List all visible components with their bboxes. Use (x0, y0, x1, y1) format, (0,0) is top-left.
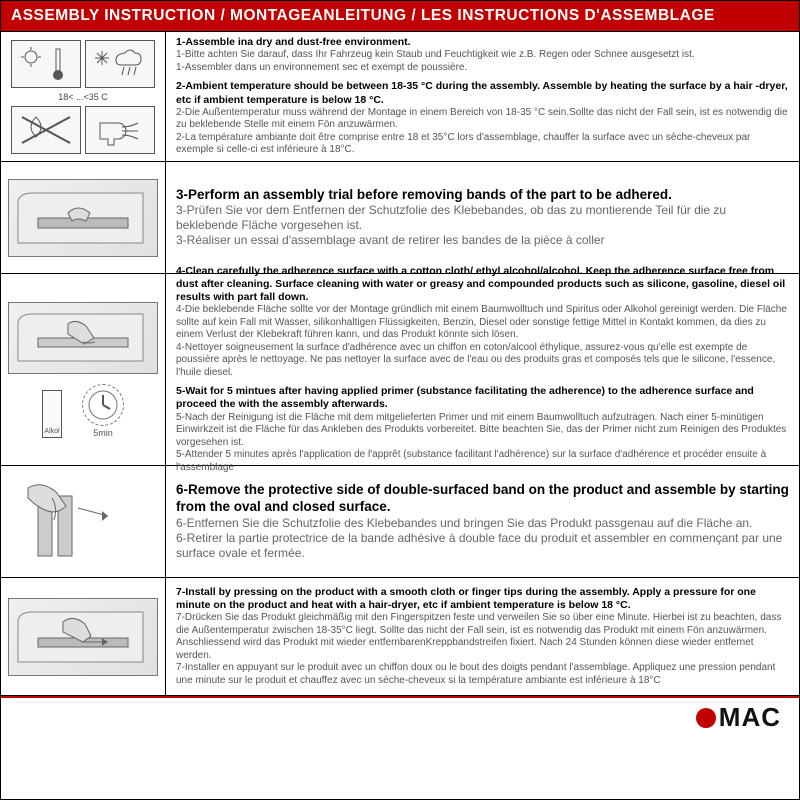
instruction-row: 18< ...<35 C (1, 32, 799, 162)
step-en: 2-Ambient temperature should be between … (176, 80, 789, 106)
alcohol-label: Alkol (44, 428, 59, 435)
step-fr: 2-La température ambiante doit être comp… (176, 132, 789, 157)
logo-dot-icon (696, 708, 716, 728)
instruction-row: 7-Install by pressing on the product wit… (1, 578, 799, 696)
step-en: 1-Assemble ina dry and dust-free environ… (176, 36, 789, 49)
footer-bar: MAC (1, 696, 799, 739)
timer-icon (82, 384, 124, 426)
header-bar: ASSEMBLY INSTRUCTION / MONTAGEANLEITUNG … (1, 1, 799, 32)
no-water-icon (11, 106, 81, 154)
step-fr: 3-Réaliser un essai d'assemblage avant d… (176, 233, 789, 248)
temperature-range-label: 18< ...<35 C (58, 92, 108, 102)
brand-logo: MAC (696, 702, 781, 733)
step-fr: 1-Assembler dans un environnement sec et… (176, 62, 789, 75)
step-fr: 7-Installer en appuyant sur le produit a… (176, 662, 789, 687)
text-cell: 1-Assemble ina dry and dust-free environ… (166, 32, 799, 161)
step-de: 6-Entfernen Sie die Schutzfolie des Kleb… (176, 516, 789, 531)
illustration-cell: 18< ...<35 C (1, 32, 166, 161)
instruction-row: 6-Remove the protective side of double-s… (1, 466, 799, 578)
step-block: 4-Clean carefully the adherence surface … (176, 265, 789, 379)
step-de: 5-Nach der Reinigung ist die Fläche mit … (176, 412, 789, 450)
instruction-row: Alkol 5min (1, 274, 799, 466)
step-block: 2-Ambient temperature should be between … (176, 80, 789, 156)
cleaning-illustration (8, 302, 158, 374)
sun-thermometer-icon (11, 40, 81, 88)
step-block: 3-Perform an assembly trial before remov… (176, 187, 789, 249)
step-en: 3-Perform an assembly trial before remov… (176, 187, 789, 204)
page-title: ASSEMBLY INSTRUCTION / MONTAGEANLEITUNG … (1, 1, 799, 31)
step-en: 5-Wait for 5 mintues after having applie… (176, 385, 789, 411)
logo-text: MAC (719, 702, 781, 733)
illustration-cell (1, 578, 166, 695)
text-cell: 3-Perform an assembly trial before remov… (166, 162, 799, 273)
step-de: 1-Bitte achten Sie darauf, dass Ihr Fahr… (176, 49, 789, 62)
step-fr: 6-Retirer la partie protectrice de la ba… (176, 531, 789, 561)
illustration-cell (1, 466, 166, 577)
step-de: 4-Die beklebende Fläche sollte vor der M… (176, 304, 789, 342)
hairdryer-icon (85, 106, 155, 154)
step-en: 7-Install by pressing on the product wit… (176, 586, 789, 612)
text-cell: 7-Install by pressing on the product wit… (166, 578, 799, 695)
step-block: 7-Install by pressing on the product wit… (176, 586, 789, 687)
instruction-row: 3-Perform an assembly trial before remov… (1, 162, 799, 274)
timer-label: 5min (93, 428, 113, 438)
alcohol-bottle-icon: Alkol (42, 390, 62, 438)
step-block: 5-Wait for 5 mintues after having applie… (176, 385, 789, 474)
instruction-rows: 18< ...<35 C (1, 32, 799, 799)
step-en: 4-Clean carefully the adherence surface … (176, 265, 789, 304)
step-block: 1-Assemble ina dry and dust-free environ… (176, 36, 789, 74)
text-cell: 4-Clean carefully the adherence surface … (166, 274, 799, 465)
press-install-illustration (8, 598, 158, 676)
step-de: 2-Die Außentemperatur muss während der M… (176, 107, 789, 132)
illustration-cell (1, 162, 166, 273)
illustration-cell: Alkol 5min (1, 274, 166, 465)
snow-rain-icon (85, 40, 155, 88)
step-de: 3-Prüfen Sie vor dem Entfernen der Schut… (176, 203, 789, 233)
step-en: 6-Remove the protective side of double-s… (176, 482, 789, 516)
page-container: ASSEMBLY INSTRUCTION / MONTAGEANLEITUNG … (0, 0, 800, 800)
step-fr: 4-Nettoyer soigneusement la surface d'ad… (176, 342, 789, 380)
text-cell: 6-Remove the protective side of double-s… (166, 466, 799, 577)
step-block: 6-Remove the protective side of double-s… (176, 482, 789, 561)
step-de: 7-Drücken Sie das Produkt gleichmäßig mi… (176, 612, 789, 662)
trial-fit-illustration (8, 179, 158, 257)
peel-tape-illustration (8, 477, 158, 567)
